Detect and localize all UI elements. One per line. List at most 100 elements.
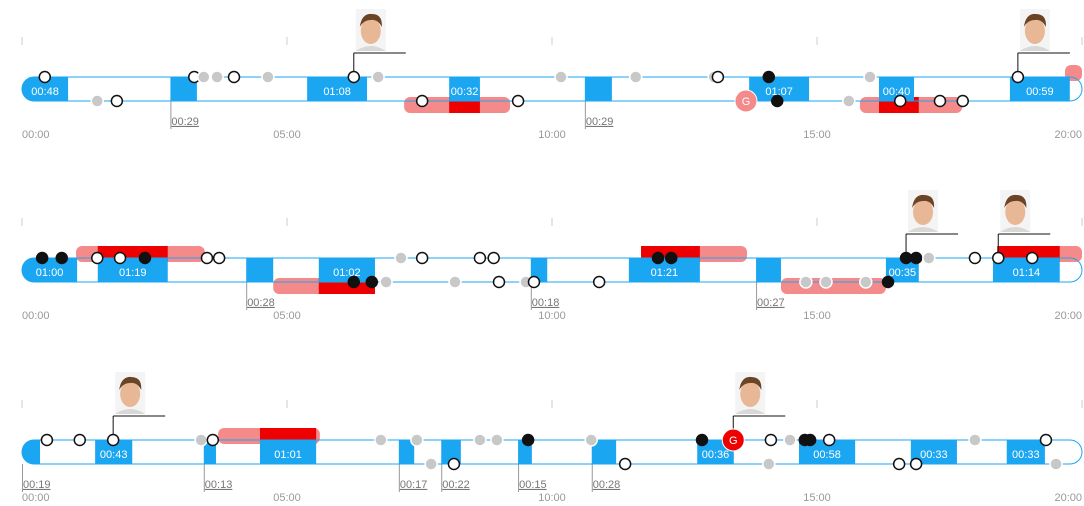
shift-label: 00:48: [31, 86, 59, 98]
event: [410, 433, 424, 447]
event: [819, 275, 833, 289]
event: [803, 433, 817, 447]
photo-face: [120, 381, 141, 407]
event: [922, 251, 936, 265]
photo-hair: [359, 13, 382, 27]
goal: [734, 89, 758, 113]
shift: [318, 258, 375, 282]
goal-label: G: [742, 96, 751, 108]
photo-hair: [1023, 13, 1046, 27]
event: [197, 70, 211, 84]
event: [783, 433, 797, 447]
event: [206, 433, 220, 447]
shift: [22, 440, 41, 464]
event: [863, 70, 877, 84]
event: [212, 251, 226, 265]
x-tick-label: 10:00: [538, 129, 566, 141]
shifts: [22, 77, 1070, 101]
shift: [22, 258, 78, 282]
event: [968, 433, 982, 447]
shift-label-below: 00:15: [519, 479, 547, 491]
shift-label-below: 00:22: [442, 479, 470, 491]
photo-face: [913, 199, 934, 225]
event: [473, 433, 487, 447]
event: [90, 94, 105, 108]
event: [194, 433, 208, 447]
shift-label-below: 00:17: [400, 479, 428, 491]
event: [992, 251, 1005, 265]
shift: [756, 258, 781, 282]
event: [35, 251, 49, 265]
shift-label: 00:35: [889, 267, 917, 279]
event: [511, 94, 525, 108]
event: [822, 433, 836, 447]
event: [771, 94, 784, 108]
event: [487, 251, 500, 265]
event: [415, 94, 429, 108]
event: [1039, 433, 1053, 447]
event: [447, 457, 461, 471]
shift-label: 00:32: [451, 86, 479, 98]
photo-face: [360, 18, 381, 44]
event: [842, 94, 856, 108]
shift-label: 00:58: [813, 449, 841, 461]
shift-label-below: 00:19: [23, 479, 51, 491]
shift-label: 01:08: [323, 86, 351, 98]
x-tick-label: 05:00: [273, 129, 301, 141]
photo-shirt: [735, 409, 766, 414]
event: [379, 275, 393, 289]
event: [665, 251, 678, 265]
event: [881, 275, 895, 289]
event: [521, 433, 535, 447]
event: [473, 251, 487, 265]
shift-label-below: 00:28: [247, 297, 275, 309]
event: [371, 70, 385, 84]
event: [394, 251, 408, 265]
event: [909, 251, 923, 265]
shift: [97, 258, 168, 282]
goal: [721, 428, 745, 452]
event: [592, 275, 606, 289]
shift-label-below: 00:29: [586, 116, 614, 128]
event: [106, 433, 120, 447]
event: [424, 457, 438, 471]
x-tick-label: 00:00: [22, 310, 50, 322]
x-tick-label: 15:00: [803, 492, 831, 504]
event: [1025, 251, 1039, 265]
photo-shirt: [908, 227, 939, 232]
shift-label: 00:59: [1026, 86, 1054, 98]
event: [799, 275, 813, 289]
event: [651, 251, 665, 265]
event: [113, 251, 127, 265]
event: [618, 457, 632, 471]
event: [38, 70, 52, 84]
event: [110, 94, 124, 108]
event: [711, 70, 725, 84]
shift: [1006, 440, 1045, 464]
shift: [246, 258, 274, 282]
photo-shirt: [1019, 46, 1050, 51]
x-tick-label: 20:00: [1054, 310, 1082, 322]
event: [695, 433, 709, 447]
event: [893, 94, 907, 108]
x-tick-label: 05:00: [273, 310, 301, 322]
shift: [259, 440, 317, 464]
shift-label: 01:00: [36, 267, 64, 279]
shift-label: 01:14: [1013, 267, 1041, 279]
event: [227, 70, 241, 84]
event: [1049, 457, 1063, 471]
event: [55, 251, 68, 265]
track: [22, 77, 1082, 101]
track-outline: [21, 257, 1083, 283]
event: [415, 251, 429, 265]
x-tick-label: 05:00: [273, 492, 301, 504]
track: [22, 258, 1082, 282]
photo-face: [1005, 199, 1026, 225]
event: [210, 70, 224, 84]
event: [762, 70, 776, 84]
event: [628, 70, 643, 84]
photo-face: [740, 381, 761, 407]
event: [347, 70, 361, 84]
event: [91, 251, 104, 265]
